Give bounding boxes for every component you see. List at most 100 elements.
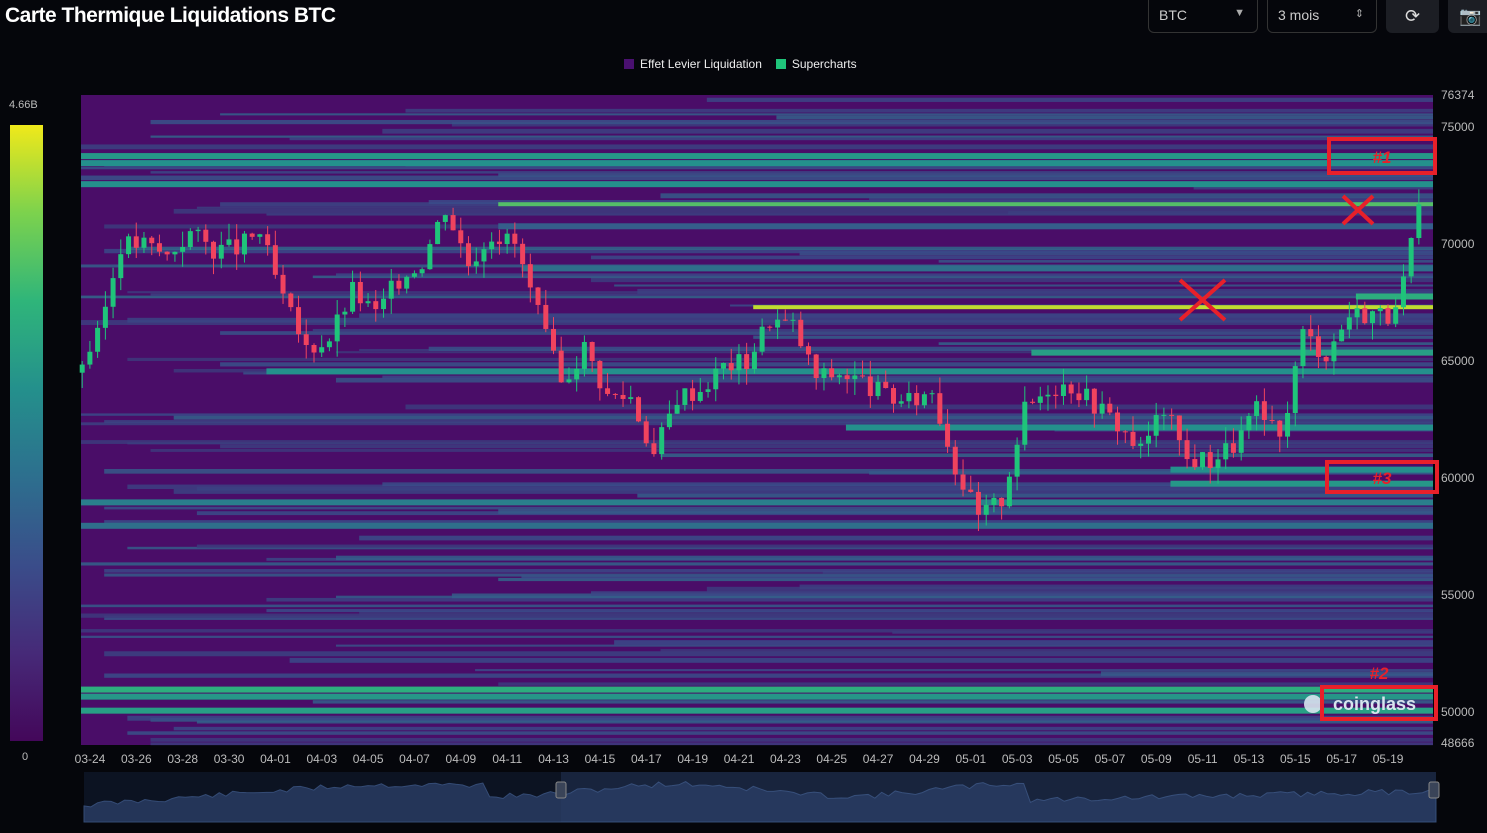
candle-body[interactable] bbox=[1138, 443, 1144, 446]
liquidation-level[interactable] bbox=[81, 181, 1433, 188]
candle-body[interactable] bbox=[960, 474, 966, 490]
candle-body[interactable] bbox=[257, 234, 263, 237]
candle-body[interactable] bbox=[690, 388, 696, 401]
candle-body[interactable] bbox=[365, 301, 371, 304]
candle-body[interactable] bbox=[620, 394, 626, 399]
candle-body[interactable] bbox=[211, 241, 216, 259]
candle-body[interactable] bbox=[458, 230, 464, 244]
candle-body[interactable] bbox=[813, 354, 819, 379]
legend-item-liquidation[interactable]: Effet Levier Liquidation bbox=[624, 57, 762, 71]
candle-body[interactable] bbox=[265, 234, 271, 246]
candle-body[interactable] bbox=[419, 269, 425, 274]
candle-body[interactable] bbox=[450, 215, 456, 231]
candle-body[interactable] bbox=[527, 264, 533, 288]
candle-body[interactable] bbox=[172, 251, 178, 255]
candle-body[interactable] bbox=[1099, 403, 1105, 414]
candle-body[interactable] bbox=[543, 304, 549, 329]
candle-body[interactable] bbox=[388, 280, 394, 299]
candle-body[interactable] bbox=[636, 397, 642, 422]
candle-body[interactable] bbox=[1169, 414, 1175, 416]
liquidation-level[interactable] bbox=[1170, 480, 1433, 487]
candle-body[interactable] bbox=[1068, 384, 1074, 394]
candle-body[interactable] bbox=[1122, 431, 1128, 433]
candle-body[interactable] bbox=[288, 293, 294, 308]
candle-body[interactable] bbox=[674, 404, 680, 414]
candle-body[interactable] bbox=[860, 375, 866, 377]
candle-body[interactable] bbox=[1030, 401, 1036, 403]
candle-body[interactable] bbox=[1416, 204, 1422, 239]
candle-body[interactable] bbox=[504, 233, 510, 245]
candle-body[interactable] bbox=[1323, 356, 1329, 362]
candle-body[interactable] bbox=[303, 334, 309, 345]
candle-body[interactable] bbox=[821, 368, 827, 379]
candle-body[interactable] bbox=[705, 389, 711, 392]
candle-body[interactable] bbox=[280, 274, 286, 294]
candle-body[interactable] bbox=[1207, 452, 1213, 468]
candle-body[interactable] bbox=[1200, 452, 1206, 468]
candle-body[interactable] bbox=[991, 497, 997, 505]
candle-body[interactable] bbox=[1045, 394, 1051, 397]
candle-body[interactable] bbox=[921, 394, 927, 406]
candle-body[interactable] bbox=[829, 368, 835, 378]
candle-body[interactable] bbox=[558, 350, 564, 383]
candle-body[interactable] bbox=[1362, 308, 1368, 324]
candle-body[interactable] bbox=[852, 375, 858, 380]
candle-body[interactable] bbox=[1184, 440, 1190, 460]
candle-body[interactable] bbox=[296, 307, 302, 335]
candle-body[interactable] bbox=[720, 363, 726, 369]
liquidation-level[interactable] bbox=[266, 368, 1434, 375]
candle-body[interactable] bbox=[1022, 401, 1028, 445]
candle-body[interactable] bbox=[110, 278, 116, 307]
candle-body[interactable] bbox=[1370, 311, 1375, 324]
candle-body[interactable] bbox=[659, 427, 665, 455]
candle-body[interactable] bbox=[249, 233, 255, 237]
candle-body[interactable] bbox=[844, 375, 850, 380]
candle-body[interactable] bbox=[535, 287, 541, 305]
candle-body[interactable] bbox=[1300, 329, 1306, 367]
liquidation-level[interactable] bbox=[81, 153, 1433, 160]
candle-body[interactable] bbox=[1115, 412, 1121, 432]
screenshot-button[interactable]: 📷 bbox=[1448, 0, 1487, 33]
liquidation-level[interactable] bbox=[498, 223, 1433, 230]
candle-body[interactable] bbox=[891, 388, 896, 404]
candle-body[interactable] bbox=[1006, 476, 1012, 507]
candle-body[interactable] bbox=[597, 361, 603, 389]
candle-body[interactable] bbox=[95, 327, 101, 352]
candle-body[interactable] bbox=[898, 401, 904, 404]
liquidation-level[interactable] bbox=[81, 707, 1433, 714]
candle-body[interactable] bbox=[411, 273, 417, 277]
candle-body[interactable] bbox=[945, 423, 951, 447]
candle-body[interactable] bbox=[1107, 403, 1113, 413]
candle-body[interactable] bbox=[102, 306, 108, 328]
candle-body[interactable] bbox=[775, 319, 781, 328]
candle-body[interactable] bbox=[218, 244, 224, 259]
candle-body[interactable] bbox=[1354, 308, 1360, 318]
candle-body[interactable] bbox=[326, 341, 332, 348]
candle-body[interactable] bbox=[195, 229, 201, 232]
candle-body[interactable] bbox=[1084, 388, 1090, 401]
candle-body[interactable] bbox=[435, 221, 441, 245]
candle-body[interactable] bbox=[1153, 415, 1159, 436]
candle-body[interactable] bbox=[1408, 238, 1414, 277]
candle-body[interactable] bbox=[473, 261, 479, 267]
candle-body[interactable] bbox=[1060, 384, 1066, 397]
candle-body[interactable] bbox=[118, 254, 124, 279]
candle-body[interactable] bbox=[87, 351, 93, 365]
candle-body[interactable] bbox=[1215, 459, 1221, 468]
candle-body[interactable] bbox=[234, 239, 240, 255]
candle-body[interactable] bbox=[805, 346, 811, 355]
liquidation-level[interactable] bbox=[81, 160, 1433, 167]
candle-body[interactable] bbox=[875, 381, 881, 397]
liquidation-level[interactable] bbox=[753, 305, 1433, 310]
candle-body[interactable] bbox=[589, 342, 595, 362]
candle-body[interactable] bbox=[790, 319, 796, 321]
candle-body[interactable] bbox=[937, 393, 943, 424]
candle-body[interactable] bbox=[1393, 307, 1399, 324]
liquidation-level[interactable] bbox=[498, 202, 1433, 207]
candle-body[interactable] bbox=[1014, 444, 1020, 477]
candle-body[interactable] bbox=[1261, 401, 1267, 420]
candle-body[interactable] bbox=[612, 393, 618, 395]
symbol-select[interactable]: BTC ▼ bbox=[1148, 0, 1258, 33]
candle-body[interactable] bbox=[968, 489, 974, 492]
candle-body[interactable] bbox=[1308, 329, 1314, 337]
